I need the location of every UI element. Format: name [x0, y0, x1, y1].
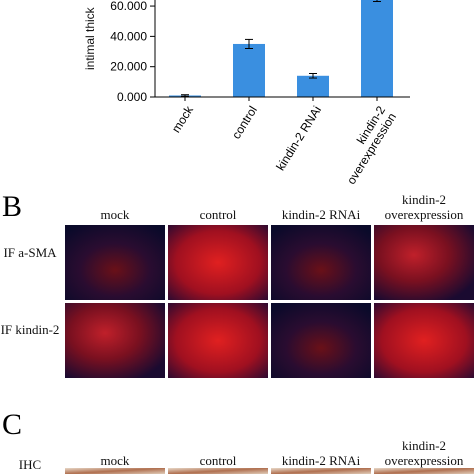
bar [297, 75, 329, 97]
y-tick-label: 40.000 [110, 29, 147, 43]
column-header: kindin-2 RNAi [281, 206, 361, 222]
if-image [374, 303, 474, 378]
row-label: IF kindin-2 [0, 322, 60, 337]
bar [233, 43, 265, 97]
row-label: IF a-SMA [3, 245, 57, 260]
ihc-image [271, 468, 371, 474]
ihc-image [65, 468, 165, 474]
column-header: mock [100, 206, 130, 222]
column-header: kindin-2 overexpression [384, 192, 464, 222]
y-tick-label: 60.000 [110, 0, 147, 13]
panel-letter: C [2, 408, 23, 441]
ihc-image [168, 468, 268, 474]
row-label: IHC [18, 457, 42, 472]
panel-letter: B [2, 190, 23, 223]
if-image [65, 303, 165, 378]
column-header: control [199, 206, 237, 222]
if-image [168, 303, 268, 378]
column-header: kindin-2 RNAi [281, 452, 361, 468]
y-tick-label: 20.000 [110, 60, 147, 74]
y-axis-title: intimal thick [83, 7, 97, 70]
if-image [65, 225, 165, 300]
if-image [271, 225, 371, 300]
bar [361, 0, 393, 97]
column-header: control [199, 452, 237, 468]
column-header: mock [100, 452, 130, 468]
y-tick-label: 0.000 [117, 90, 147, 104]
plot [169, 0, 393, 97]
if-image [271, 303, 371, 378]
column-header: kindin-2 overexpression [384, 438, 464, 468]
if-image [374, 225, 474, 300]
if-image [168, 225, 268, 300]
ihc-image [374, 468, 474, 474]
